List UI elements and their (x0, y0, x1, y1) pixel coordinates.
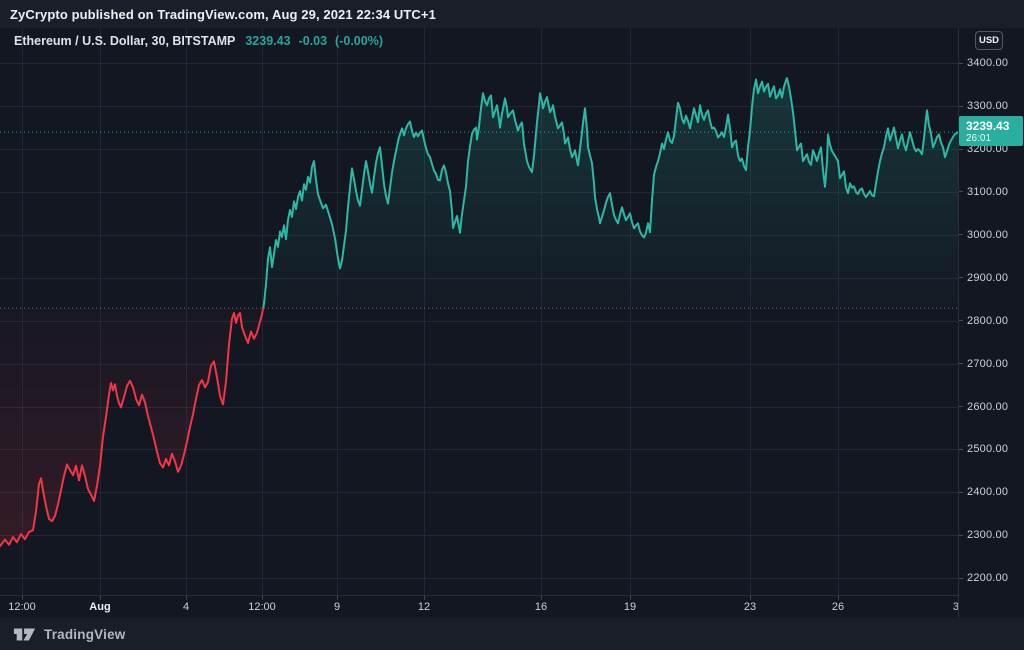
time-axis-tick (262, 596, 263, 600)
price-axis-label: 2200.00 (967, 572, 1009, 585)
price-line-up-segment (262, 77, 958, 309)
price-change: -0.03 (298, 34, 328, 48)
currency-toggle-button[interactable]: USD (975, 31, 1003, 50)
price-axis-label: 2500.00 (967, 443, 1009, 456)
time-axis-label: 19 (623, 601, 637, 613)
price-axis-tick (959, 448, 963, 450)
price-axis-label: 2400.00 (967, 486, 1009, 499)
time-axis-label: 23 (743, 601, 757, 613)
last-price-tag-value: 3239.43 (966, 119, 1010, 134)
price-change-percent: (-0.00%) (335, 34, 383, 48)
price-axis-label: 2900.00 (967, 271, 1009, 284)
price-axis[interactable]: USD 3239.43 26:01 2200.00 2300.00 2400.00 2… (958, 28, 1024, 618)
price-axis-tick (959, 277, 963, 279)
time-axis-tick (630, 596, 631, 600)
time-axis-tick (22, 596, 23, 600)
symbol-title: Ethereum / U.S. Dollar, 30, BITSTAMP (14, 34, 236, 48)
price-axis-label: 3300.00 (967, 100, 1009, 113)
price-axis-label: 3000.00 (967, 228, 1009, 241)
time-axis-label: 12:00 (8, 601, 36, 613)
price-axis-tick (959, 234, 963, 236)
tradingview-logo-icon[interactable] (13, 627, 37, 642)
last-price-tag: 3239.43 26:01 (959, 116, 1023, 147)
brand-footer: TradingView (0, 618, 1024, 650)
chart-pane[interactable]: Ethereum / U.S. Dollar, 30, BITSTAMP 323… (0, 28, 958, 595)
time-axis-label: 9 (333, 601, 341, 613)
time-axis-tick (186, 596, 187, 600)
area-fill-below-baseline (0, 308, 958, 547)
price-axis-label: 3400.00 (967, 57, 1009, 70)
chart-legend: Ethereum / U.S. Dollar, 30, BITSTAMP 323… (14, 34, 383, 48)
price-axis-label: 2300.00 (967, 529, 1009, 542)
price-axis-tick (959, 363, 963, 365)
time-axis-tick (100, 596, 101, 600)
time-axis-tick (337, 596, 338, 600)
price-axis-tick (959, 320, 963, 322)
price-axis-tick (959, 148, 963, 150)
time-axis-label: 26 (831, 601, 845, 613)
price-axis-label: 3200.00 (967, 143, 1009, 156)
price-axis-tick (959, 191, 963, 193)
last-price: 3239.43 (245, 34, 291, 48)
price-axis-tick (959, 62, 963, 64)
price-axis-tick (959, 105, 963, 107)
price-axis-tick (959, 406, 963, 408)
time-axis-label: 12:00 (248, 601, 276, 613)
time-axis-tick (424, 596, 425, 600)
price-axis-label: 2600.00 (967, 400, 1009, 413)
price-axis-label: 2700.00 (967, 357, 1009, 370)
time-axis-label: 12 (417, 601, 431, 613)
time-axis-label: Aug (89, 601, 111, 613)
time-axis-tick (541, 596, 542, 600)
brand-name[interactable]: TradingView (44, 626, 126, 642)
price-axis-tick (959, 491, 963, 493)
price-axis-label: 2800.00 (967, 314, 1009, 327)
price-line-down-segment (0, 308, 265, 548)
bar-countdown: 26:01 (966, 133, 992, 145)
price-axis-tick (959, 534, 963, 536)
symbol-quote: 3239.43 -0.03 (-0.00%) (245, 34, 383, 48)
time-axis-label: 16 (534, 601, 548, 613)
time-axis-label: 4 (182, 601, 190, 613)
price-axis-tick (959, 577, 963, 579)
price-axis-label: 3100.00 (967, 185, 1009, 198)
attribution-text: ZyCrypto published on TradingView.com, A… (10, 6, 436, 22)
time-axis-tick (750, 596, 751, 600)
attribution-banner: ZyCrypto published on TradingView.com, A… (0, 0, 1024, 28)
area-fill-above-baseline (263, 78, 958, 309)
time-axis-tick (838, 596, 839, 600)
price-line-chart[interactable] (0, 28, 958, 595)
